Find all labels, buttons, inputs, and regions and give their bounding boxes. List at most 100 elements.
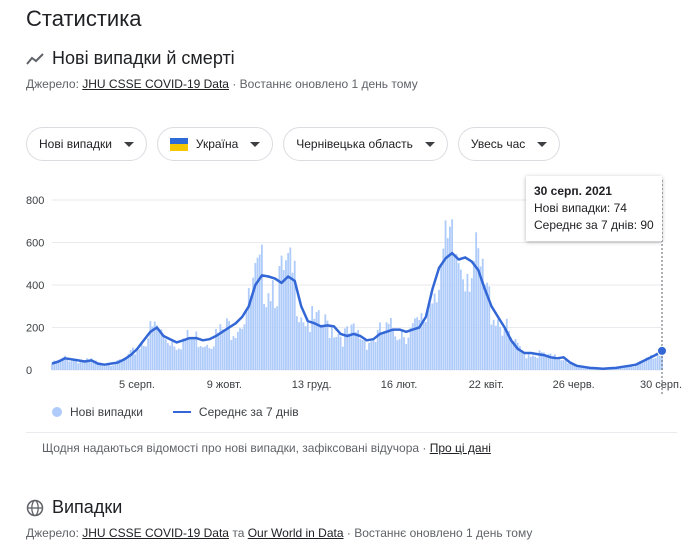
daily-bar [201, 347, 204, 370]
daily-bar [118, 359, 121, 370]
daily-bar [532, 355, 534, 370]
note-text: Щодня надаються відомості про нові випад… [42, 441, 427, 455]
daily-bar [365, 349, 368, 370]
daily-bar [217, 332, 220, 370]
source-prefix: Джерело: [26, 77, 79, 91]
daily-bar [516, 342, 519, 370]
daily-bar [521, 350, 523, 370]
x-tick-label: 16 лют. [381, 379, 418, 391]
daily-bar [68, 361, 71, 370]
globe-icon [26, 499, 44, 516]
daily-bar [258, 254, 261, 370]
daily-bar [291, 272, 294, 370]
daily-bar [645, 357, 648, 370]
daily-bar [400, 331, 403, 370]
daily-bar [129, 350, 132, 370]
daily-bar [518, 346, 521, 370]
region-label: Чернівецька область [296, 137, 413, 151]
daily-bar [199, 346, 202, 370]
source-link-jhu[interactable]: JHU CSSE COVID-19 Data [82, 526, 229, 540]
daily-bar [477, 248, 480, 370]
source-link-owid[interactable]: Our World in Data [247, 526, 344, 540]
chart-tooltip: 30 серп. 2021 Нові випадки: 74 Середнє з… [526, 176, 662, 241]
daily-bar [221, 329, 224, 370]
daily-bar [55, 362, 58, 370]
daily-bar [523, 353, 526, 370]
daily-bar [177, 348, 180, 370]
daily-bar [571, 362, 574, 370]
daily-bar [287, 253, 290, 370]
daily-bar [138, 349, 141, 370]
daily-bar [232, 336, 235, 370]
daily-bar [335, 337, 338, 370]
daily-bar [175, 349, 178, 370]
daily-bar [545, 355, 548, 370]
daily-bar [191, 337, 193, 370]
daily-bar [298, 322, 300, 370]
daily-bar [265, 307, 268, 370]
daily-bar [208, 348, 211, 370]
daily-bar [619, 367, 622, 370]
daily-bar [160, 329, 163, 370]
about-data-link[interactable]: Про ці дані [429, 441, 491, 455]
daily-bar [433, 293, 436, 370]
cases-chart[interactable]: 0 200 400 600 800 5 серп. 9 жовт. 13 груд. 16 лю… [0, 175, 697, 425]
ukraine-flag-icon [169, 137, 188, 151]
section-title-label: Нові випадки й смерті [52, 48, 235, 68]
daily-bar [134, 354, 136, 370]
daily-bar [57, 359, 60, 370]
source-link-jhu[interactable]: JHU CSSE COVID-19 Data [82, 77, 229, 91]
daily-bar [429, 303, 432, 370]
daily-bar [508, 330, 510, 370]
daily-bar [204, 346, 206, 370]
daily-bar [254, 263, 257, 370]
daily-bar [527, 353, 530, 370]
daily-bar [637, 362, 639, 370]
daily-bar [320, 324, 322, 370]
daily-bar [103, 366, 106, 370]
daily-bar [497, 319, 499, 370]
daily-bar [442, 248, 445, 370]
daily-bar [151, 326, 154, 370]
daily-bar [81, 361, 84, 370]
metric-dropdown[interactable]: Нові випадки [26, 127, 147, 161]
daily-bar [440, 265, 443, 370]
daily-bar [234, 338, 237, 370]
daily-bar [107, 365, 110, 370]
daily-bar [171, 341, 174, 370]
period-dropdown[interactable]: Увесь час [457, 127, 561, 161]
daily-bar [355, 332, 357, 370]
daily-bar [215, 328, 217, 370]
daily-bar [475, 232, 478, 370]
daily-bar [300, 317, 303, 370]
daily-bar [457, 263, 460, 370]
daily-bar [427, 310, 429, 370]
daily-bar [473, 260, 475, 370]
daily-bar [247, 288, 250, 370]
daily-bar [621, 367, 624, 370]
dropdown-arrow-icon [424, 141, 435, 147]
filters-bar: Нові випадки Україна Чернівецька область… [26, 127, 561, 161]
section-title-cases: Випадки [26, 497, 122, 518]
daily-bar [414, 318, 416, 370]
region-dropdown[interactable]: Чернівецька область [283, 127, 448, 161]
tooltip-new-cases: Нові випадки: 74 [534, 201, 627, 215]
daily-bar [569, 364, 572, 370]
tooltip-date: 30 серп. 2021 [534, 184, 612, 198]
daily-bar [451, 219, 454, 370]
tooltip-avg: Середнє за 7 днів: 90 [534, 218, 654, 232]
daily-bar [70, 361, 73, 370]
y-tick-label: 400 [26, 280, 44, 292]
daily-bar [315, 312, 318, 370]
daily-bar [575, 364, 578, 370]
daily-bar [230, 340, 233, 370]
daily-bar [405, 344, 408, 370]
country-dropdown[interactable]: Україна [156, 127, 274, 161]
daily-bar [274, 308, 276, 370]
daily-bar [459, 269, 462, 370]
daily-bar [396, 340, 399, 370]
daily-bar [62, 357, 64, 370]
daily-bar [64, 355, 67, 370]
daily-bar [556, 360, 558, 370]
daily-bar [501, 335, 504, 370]
